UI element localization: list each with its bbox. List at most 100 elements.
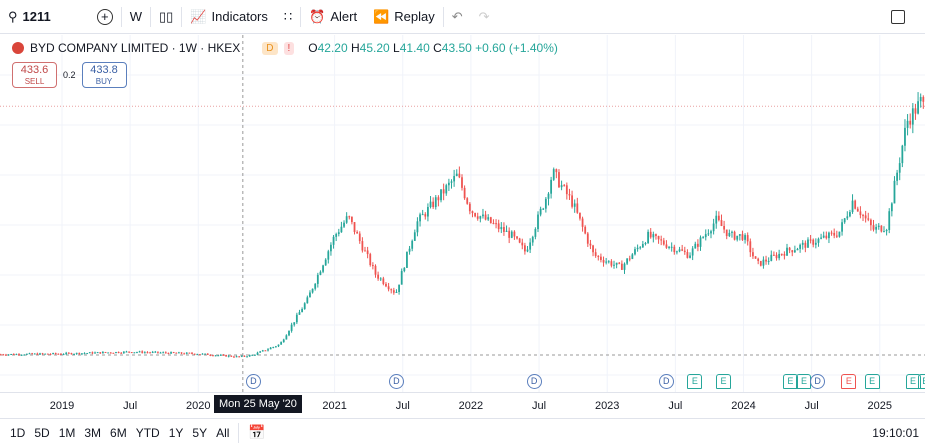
earnings-marker[interactable]: E xyxy=(687,374,703,389)
warning-badge[interactable]: ! xyxy=(283,41,295,55)
candle-body xyxy=(188,352,191,354)
range-5d[interactable]: 5D xyxy=(34,425,50,440)
undo-button[interactable]: ↶ xyxy=(444,0,471,34)
candle-body xyxy=(427,206,429,217)
candle-body xyxy=(825,235,828,239)
candle-body xyxy=(759,260,762,266)
replay-button[interactable]: ⏪ Replay xyxy=(373,8,435,25)
interval-button[interactable]: W xyxy=(129,9,143,24)
candle-body xyxy=(133,352,136,354)
candle-body xyxy=(513,231,516,237)
candle-body xyxy=(843,218,846,223)
candle-body xyxy=(264,350,267,352)
candle-body xyxy=(489,217,492,223)
indicators-button[interactable]: 📈 Indicators xyxy=(190,8,268,25)
range-all[interactable]: All xyxy=(216,425,230,440)
dividend-marker[interactable]: D xyxy=(658,374,674,389)
candle-body xyxy=(851,200,854,213)
candle-body xyxy=(193,353,196,355)
candle-body xyxy=(683,250,686,253)
buy-button[interactable]: 433.8 BUY xyxy=(81,62,127,88)
candle-body xyxy=(495,223,497,225)
dividend-marker[interactable]: D xyxy=(245,374,261,389)
candle-body xyxy=(453,176,456,182)
range-6m[interactable]: 6M xyxy=(110,425,127,440)
candle-body xyxy=(28,353,31,355)
dividend-badge[interactable]: D xyxy=(262,41,278,55)
candle-body xyxy=(854,200,857,209)
candle-body xyxy=(888,211,891,231)
redo-button[interactable]: ↷ xyxy=(471,0,498,34)
candle-body xyxy=(707,233,710,235)
range-1y[interactable]: 1Y xyxy=(168,425,184,440)
dividend-marker[interactable]: D xyxy=(526,374,542,389)
candle-body xyxy=(712,223,715,232)
candle-body xyxy=(44,353,47,355)
range-ytd[interactable]: YTD xyxy=(135,425,160,440)
price-chart[interactable] xyxy=(0,35,925,392)
candle-body xyxy=(421,214,424,216)
candle-body xyxy=(906,120,909,128)
byd-logo-icon xyxy=(12,42,24,54)
candle-body xyxy=(814,242,817,245)
range-5y[interactable]: 5Y xyxy=(192,425,208,440)
candle-body xyxy=(65,352,68,355)
candle-body xyxy=(610,261,613,266)
range-1m[interactable]: 1M xyxy=(58,425,76,440)
square-icon xyxy=(891,9,905,24)
candle-body xyxy=(219,354,222,356)
candle-body xyxy=(379,278,382,280)
candle-body xyxy=(432,201,435,208)
candle-body xyxy=(665,244,668,248)
chart-type-button[interactable]: ▯▯ xyxy=(151,0,181,34)
candle-body xyxy=(235,356,238,358)
candle-body xyxy=(710,231,712,234)
candle-body xyxy=(175,352,178,354)
sell-button[interactable]: 433.6 SELL xyxy=(12,62,57,88)
goto-date-icon[interactable]: 📅 xyxy=(248,424,266,440)
candle-body xyxy=(437,197,440,201)
indicators-icon: 📈 xyxy=(190,8,207,24)
candle-body xyxy=(445,185,448,194)
symbol-search[interactable]: ⚲ 1211 xyxy=(8,8,51,25)
earnings-marker[interactable]: E xyxy=(841,374,857,389)
time-tick-label: 2023 xyxy=(594,400,620,412)
candle-body xyxy=(558,172,560,188)
fullscreen-button[interactable] xyxy=(883,0,913,34)
candle-body xyxy=(762,259,765,266)
candle-body xyxy=(246,356,248,358)
time-axis[interactable]: 2019 Jul 2020 2021 Jul 2022 Jul 2023 Jul 2024 Jul 2… xyxy=(0,392,925,418)
candle-body xyxy=(733,231,736,240)
candle-body xyxy=(919,97,922,102)
templates-button[interactable]: ∷ xyxy=(276,0,300,34)
earnings-marker[interactable]: E xyxy=(716,374,732,389)
candle-body xyxy=(240,355,243,357)
candle-body xyxy=(311,288,314,293)
earnings-marker[interactable]: E xyxy=(864,374,880,389)
candle-body xyxy=(767,260,770,262)
candle-body xyxy=(482,214,484,217)
range-3m[interactable]: 3M xyxy=(84,425,102,440)
dividend-marker[interactable]: D xyxy=(388,374,404,389)
candle-body xyxy=(628,258,631,260)
candle-body xyxy=(801,242,804,245)
candle-body xyxy=(741,234,744,240)
earnings-marker[interactable]: E xyxy=(917,374,925,389)
candle-body xyxy=(885,230,888,232)
candle-body xyxy=(869,219,872,226)
candle-body xyxy=(46,353,49,355)
candle-body xyxy=(309,292,311,298)
candle-body xyxy=(649,231,652,238)
alert-button[interactable]: ⏰ Alert xyxy=(309,8,358,25)
candle-body xyxy=(497,223,500,230)
compare-button[interactable]: + xyxy=(89,0,121,34)
candle-body xyxy=(180,352,183,354)
candle-body xyxy=(757,258,760,261)
ohlc-values: O42.20 H45.20 L41.40 C43.50 +0.60 (+1.40… xyxy=(308,41,558,55)
candle-body xyxy=(201,353,204,355)
dividend-marker[interactable]: D xyxy=(810,374,826,389)
candle-body xyxy=(620,263,623,270)
range-1d[interactable]: 1D xyxy=(10,425,26,440)
earnings-marker[interactable]: E xyxy=(905,374,921,389)
candle-body xyxy=(146,352,149,354)
